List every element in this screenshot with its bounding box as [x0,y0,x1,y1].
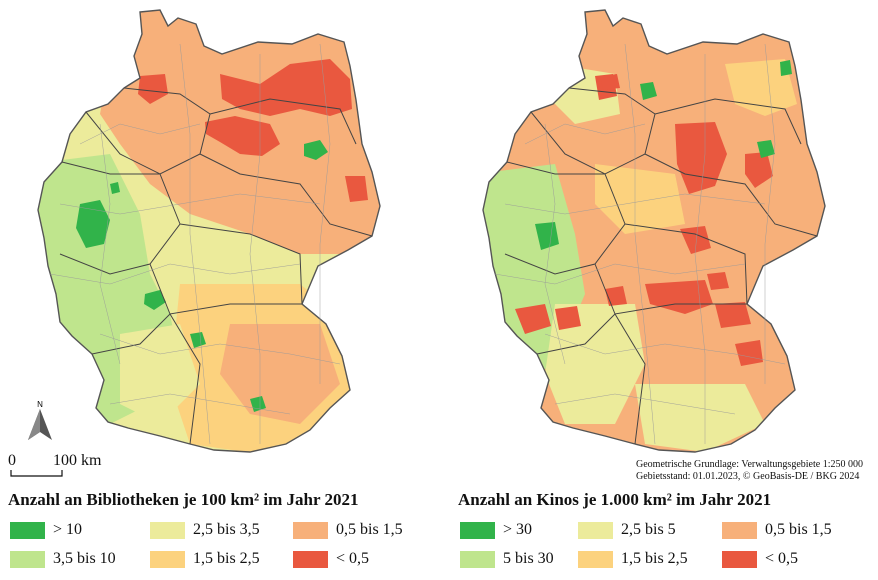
legend-title-cinemas: Anzahl an Kinos je 1.000 km² im Jahr 202… [458,490,772,509]
map-libraries [0,4,410,454]
legend-swatch [150,550,185,568]
legend-swatch [460,521,495,539]
legend-item-cinemas-3: 2,5 bis 5 [578,521,676,539]
legend-item-libraries-3: 2,5 bis 3,5 [150,521,260,539]
legend-item-cinemas-1: > 30 [460,521,532,539]
legend-item-libraries-5: 0,5 bis 1,5 [293,521,403,539]
legend-label: 2,5 bis 5 [621,521,676,538]
legend-item-libraries-2: 3,5 bis 10 [10,550,116,568]
legend-swatch [578,550,613,568]
scale-distance-label: 100 km [53,452,102,469]
legend-label: 1,5 bis 2,5 [621,550,688,567]
legend-swatch [293,521,328,539]
legend-item-cinemas-6: < 0,5 [722,550,798,568]
legend-swatch [293,550,328,568]
scale-zero-label: 0 [8,452,16,469]
source-line-1: Geometrische Grundlage: Verwaltungsgebie… [636,459,863,470]
legend-label: 0,5 bis 1,5 [765,521,832,538]
legend-label: > 10 [53,521,83,538]
legend-label: 5 bis 30 [503,550,554,567]
source-line-2: Gebietsstand: 01.01.2023, © GeoBasis-DE … [636,471,860,482]
legend-label: 1,5 bis 2,5 [193,550,260,567]
legend-swatch [722,521,757,539]
legend-swatch [460,550,495,568]
legend-title-libraries: Anzahl an Bibliotheken je 100 km² im Jah… [8,490,359,509]
legend-label: < 0,5 [336,550,370,567]
legend-label: 0,5 bis 1,5 [336,521,403,538]
legend-swatch [10,550,45,568]
legend-swatch [578,521,613,539]
scale-bar [10,470,63,477]
legend-item-cinemas-2: 5 bis 30 [460,550,554,568]
legend-item-libraries-1: > 10 [10,521,82,539]
legend-swatch [722,550,757,568]
legend-label: 2,5 bis 3,5 [193,521,260,538]
source-note: Geometrische Grundlage: Verwaltungsgebie… [636,459,863,483]
north-arrow-icon: N [28,400,52,440]
legend-swatch [10,521,45,539]
legend-item-libraries-6: < 0,5 [293,550,369,568]
legend-swatch [150,521,185,539]
legend-item-cinemas-5: 0,5 bis 1,5 [722,521,832,539]
north-label: N [37,400,43,409]
legend-item-cinemas-4: 1,5 bis 2,5 [578,550,688,568]
legend-label: 3,5 bis 10 [53,550,116,567]
map-cinemas [445,4,855,454]
legend-label: > 30 [503,521,533,538]
legend-item-libraries-4: 1,5 bis 2,5 [150,550,260,568]
legend-label: < 0,5 [765,550,799,567]
